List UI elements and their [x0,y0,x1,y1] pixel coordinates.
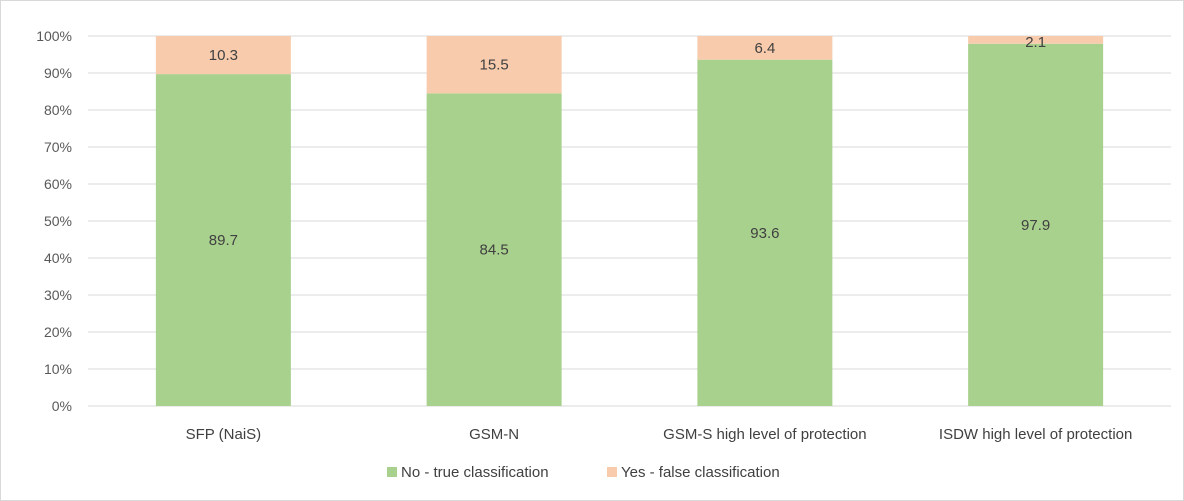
data-label: 15.5 [480,57,509,74]
bar-segment-yes-false [426,36,562,94]
x-axis-category-labels: SFP (NaiS) GSM-N GSM-S high level of prote… [186,426,1133,443]
data-labels: 89.7 10.3 84.5 15.5 93.6 6.4 97.9 2.1 [209,34,1050,259]
y-tick-label: 0% [52,398,72,414]
y-tick-label: 70% [44,139,72,155]
data-label: 93.6 [750,225,779,242]
data-label: 97.9 [1021,217,1050,234]
bar-segment-no-true [697,59,833,407]
y-tick-label: 10% [44,361,72,377]
legend-label: Yes - false classification [621,464,780,481]
data-label: 84.5 [480,242,509,259]
legend-label: No - true classification [401,464,549,481]
data-label: 2.1 [1025,34,1046,51]
bar-segment-no-true [426,93,562,406]
y-tick-label: 40% [44,250,72,266]
bar-segment-yes-false [697,36,833,60]
data-label: 89.7 [209,232,238,249]
data-label: 10.3 [209,47,238,64]
legend-swatch [607,467,617,477]
y-tick-label: 50% [44,213,72,229]
y-tick-label: 100% [36,28,72,44]
data-label: 6.4 [754,40,775,57]
legend-swatch [387,467,397,477]
legend-item-yes-false: Yes - false classification [607,464,780,481]
bar-segment-yes-false [968,36,1104,44]
bar-segment-no-true [155,74,291,407]
x-category-label: GSM-S high level of protection [663,426,866,443]
bars [155,36,1104,407]
legend: No - true classification Yes - false clas… [387,464,780,481]
y-axis-tick-labels: 0% 10% 20% 30% 40% 50% 60% 70% 80% 90% 100% [36,28,72,414]
y-tick-label: 60% [44,176,72,192]
bar-segment-no-true [968,43,1104,407]
y-tick-label: 30% [44,287,72,303]
x-category-label: GSM-N [469,426,519,443]
y-tick-label: 90% [44,65,72,81]
y-tick-label: 20% [44,324,72,340]
x-category-label: SFP (NaiS) [186,426,262,443]
y-tick-label: 80% [44,102,72,118]
x-category-label: ISDW high level of protection [939,426,1132,443]
bar-segment-yes-false [155,36,291,75]
legend-item-no-true: No - true classification [387,464,549,481]
